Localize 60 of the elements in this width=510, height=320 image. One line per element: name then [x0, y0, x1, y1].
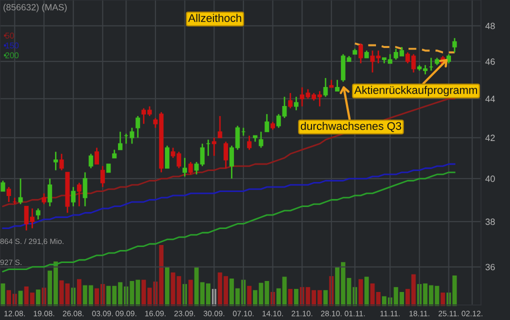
y-tick-label: 38	[486, 218, 495, 225]
candlestick	[218, 115, 222, 138]
candlestick	[188, 161, 193, 176]
candlestick	[6, 186, 12, 203]
annotation: durchwachsenes Q3	[300, 122, 402, 132]
y-tick-label: 48	[485, 22, 495, 30]
bar	[323, 290, 328, 306]
candlestick	[452, 37, 457, 54]
bar	[76, 279, 82, 306]
bar	[36, 290, 40, 306]
candlestick	[164, 145, 170, 169]
bar	[0, 283, 6, 306]
bar	[247, 286, 252, 306]
candlestick	[0, 180, 6, 192]
candlestick	[53, 151, 58, 171]
y-tick-label: 40	[485, 176, 495, 182]
legend-label: 200	[5, 52, 19, 58]
candlestick	[446, 54, 451, 64]
bar	[440, 292, 446, 306]
candlestick	[88, 153, 94, 169]
candlestick	[264, 113, 270, 132]
legend-label: 150	[6, 42, 19, 48]
candlestick	[76, 182, 82, 207]
candlestick	[36, 208, 40, 220]
candlestick	[358, 42, 363, 64]
candlestick	[212, 137, 216, 157]
candlestick	[71, 186, 76, 207]
candlestick	[100, 165, 105, 188]
candlestick	[182, 157, 188, 178]
y-tick-label: 42	[485, 134, 495, 141]
bar	[358, 279, 363, 306]
candlestick	[288, 92, 293, 109]
y-tick-label: 44	[485, 96, 495, 102]
annotation: Allzeithoch	[188, 14, 242, 22]
candlestick	[247, 135, 252, 150]
y-tick-label: 46	[485, 58, 495, 65]
bar	[164, 266, 170, 306]
candlestick	[224, 141, 228, 169]
candlestick	[94, 147, 100, 165]
line-series	[2, 163, 456, 229]
candlestick	[18, 178, 23, 205]
bar	[288, 288, 293, 306]
bar	[294, 288, 298, 306]
bar	[364, 276, 369, 306]
annotation: Aktienrückkaufprogramm	[354, 86, 478, 96]
candlestick	[323, 77, 328, 98]
y-tick-label: 36	[486, 264, 495, 270]
legend-label: 50	[5, 32, 14, 39]
candlestick	[294, 96, 298, 111]
candlestick	[118, 131, 122, 150]
candlestick	[48, 178, 52, 207]
candlestick	[136, 115, 140, 138]
bar	[188, 280, 193, 306]
candlestick	[42, 192, 46, 205]
candlestick	[335, 79, 340, 92]
line-series	[2, 172, 456, 272]
chart-title: (856632) (MAS)	[4, 4, 67, 12]
candlestick	[59, 153, 64, 171]
candlestick	[258, 131, 264, 148]
candlestick	[82, 172, 88, 207]
